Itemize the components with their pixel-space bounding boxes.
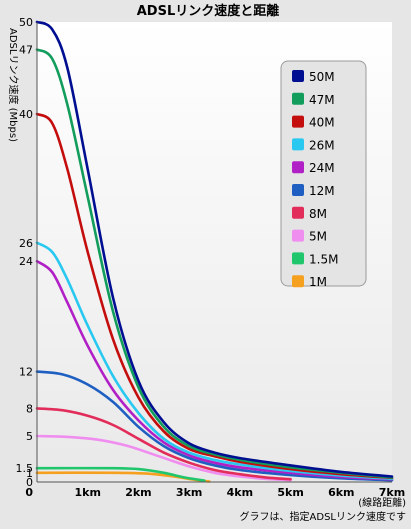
x-tick-label: 5km <box>277 486 303 499</box>
series-line-26M <box>35 241 394 481</box>
series-lines <box>35 20 394 483</box>
y-tick-label: 50 <box>19 16 33 29</box>
legend-swatch <box>292 115 304 128</box>
series-line-50M <box>35 20 394 478</box>
legend-label: 12M <box>309 184 335 198</box>
legend-label: 8M <box>309 207 327 221</box>
legend-label: 40M <box>309 116 335 130</box>
legend-swatch <box>292 138 304 151</box>
x-tick-label: 1km <box>74 486 100 499</box>
y-tick-label: 1.5 <box>16 462 34 475</box>
legend-swatch <box>292 70 304 82</box>
y-tick-label: 26 <box>19 237 33 250</box>
y-tick-labels: 011.5 5 8 12 24 26 40 47 50 <box>16 16 34 489</box>
legend-swatch <box>292 229 304 242</box>
legend-swatch <box>292 92 304 105</box>
y-tick-label: 24 <box>19 255 33 268</box>
legend-swatch <box>292 184 304 196</box>
legend-swatch <box>292 206 304 219</box>
y-tick-label: 47 <box>19 44 33 57</box>
series-line-8M <box>35 407 292 481</box>
legend-label: 24M <box>309 161 335 175</box>
chart-footnote: グラフは、指定ADSLリンク速度です <box>240 510 406 523</box>
legend-label: 50M <box>309 70 335 84</box>
series-line-12M <box>35 370 394 482</box>
series-line-40M <box>35 112 394 480</box>
y-tick-label: 8 <box>26 402 33 415</box>
legend-swatch <box>292 252 304 265</box>
y-tick-label: 1 <box>26 467 33 480</box>
series-line-1-5M <box>35 466 206 482</box>
y-tick-label: 0 <box>26 476 33 489</box>
legend-label: 5M <box>309 230 327 244</box>
legend-swatch <box>292 161 304 174</box>
x-tick-label: 6km <box>328 486 354 499</box>
legend-label: 26M <box>309 138 335 152</box>
y-tick-label: 12 <box>19 366 33 379</box>
legend: 50M 47M 40M 26M 24M 12M 8M 5M 1.5M 1M <box>280 60 367 289</box>
x-tick-labels: 0 1km 2km 3km 4km 5km 6km 7km <box>25 486 405 499</box>
y-tick-label: 40 <box>19 108 33 121</box>
y-axis-label: ADSLリンク速度 (Mbps) <box>7 28 20 142</box>
legend-label: 1.5M <box>309 252 338 266</box>
x-tick-label: 4km <box>227 486 253 499</box>
legend-label: 47M <box>309 93 335 107</box>
legend-label: 1M <box>309 275 327 289</box>
x-axis-label: (線路距離) <box>358 496 406 509</box>
x-tick-label: 3km <box>176 486 202 499</box>
series-line-5M <box>35 434 292 482</box>
legend-swatch <box>292 275 304 288</box>
x-tick-label: 0 <box>25 486 33 499</box>
series-line-24M <box>35 259 394 481</box>
x-tick-label: 2km <box>125 486 151 499</box>
series-line-47M <box>35 48 394 479</box>
y-tick-label: 5 <box>26 430 33 443</box>
x-tick-label: 7km <box>379 486 405 499</box>
chart-title: ADSLリンク速度と距離 <box>137 3 280 19</box>
